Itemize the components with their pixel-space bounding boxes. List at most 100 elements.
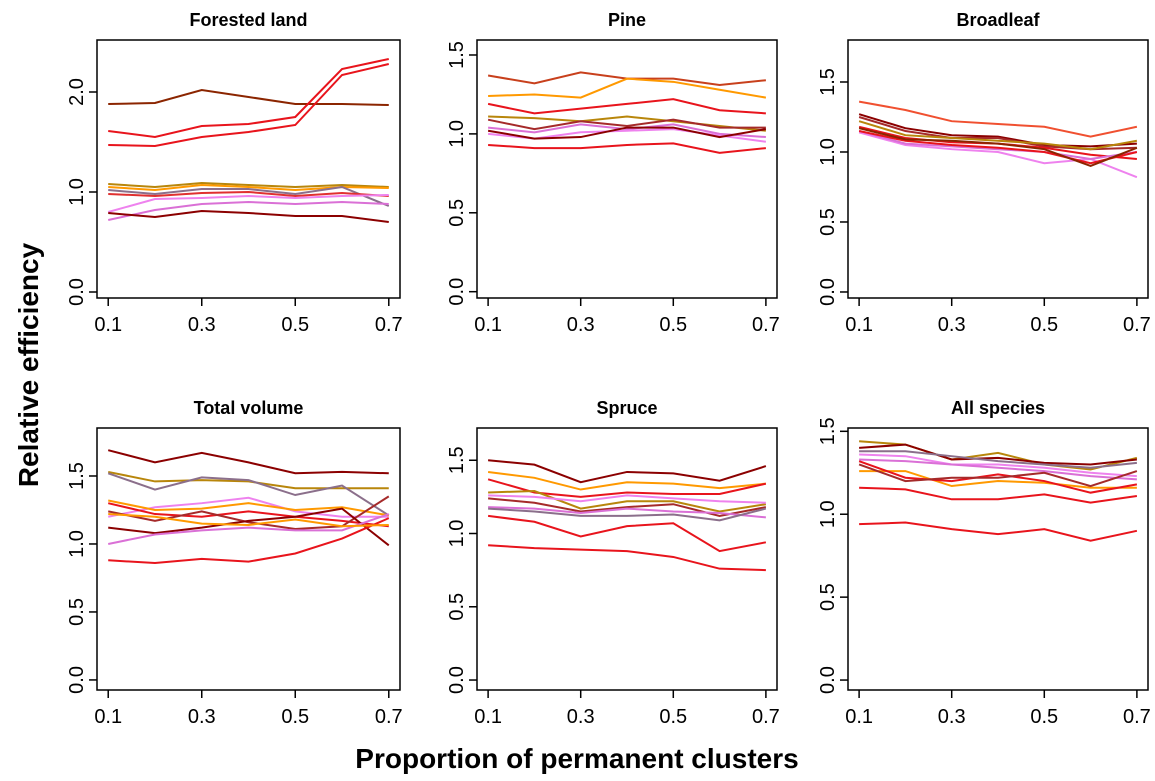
series-line xyxy=(859,453,1137,478)
series-line xyxy=(107,449,389,475)
series-line xyxy=(107,472,390,517)
plot-area xyxy=(858,440,1138,542)
plot-frame xyxy=(476,427,778,691)
panel: Pine 0.1 0.3 0.5 0.7 0.0 0.5 1.0 1.5 xyxy=(446,10,780,336)
y-tick-label: 1.0 xyxy=(446,120,468,148)
series-line xyxy=(859,450,1137,469)
series-line xyxy=(487,470,766,491)
y-axis-label: Relative efficiency xyxy=(13,242,44,487)
x-tick-label: 0.5 xyxy=(281,706,309,728)
y-tick-label: 1.5 xyxy=(66,462,88,490)
plot-frame xyxy=(96,427,401,691)
series-line xyxy=(858,130,1138,165)
panel-title: Broadleaf xyxy=(956,10,1040,30)
series-line xyxy=(488,544,766,572)
panel-title: Spruce xyxy=(596,398,657,418)
y-tick-label: 0.5 xyxy=(446,593,468,621)
plot-frame xyxy=(847,39,1149,299)
series-line xyxy=(858,130,1138,161)
series-line xyxy=(859,521,1138,542)
y-tick-label: 1.5 xyxy=(817,417,839,445)
y-tick-label: 0.0 xyxy=(66,278,88,306)
x-tick-label: 0.5 xyxy=(281,314,309,336)
series-line xyxy=(488,506,766,519)
y-tick-label: 0.5 xyxy=(66,598,88,626)
series-line xyxy=(488,494,766,504)
series-line xyxy=(858,463,1138,488)
y-tick-label: 1.0 xyxy=(817,138,839,166)
series-line xyxy=(108,200,389,221)
y-tick-label: 0.0 xyxy=(66,666,88,694)
x-tick-label: 0.1 xyxy=(94,314,122,336)
series-line xyxy=(487,98,766,115)
x-tick-label: 0.5 xyxy=(1030,706,1058,728)
y-tick-label: 0.0 xyxy=(446,666,468,694)
series-line xyxy=(107,502,389,528)
x-tick-label: 0.3 xyxy=(567,314,595,336)
series-line xyxy=(859,470,1137,489)
y-tick-label: 1.5 xyxy=(446,446,468,474)
plot-area xyxy=(107,58,390,223)
series-line xyxy=(487,118,766,131)
y-tick-label: 1.0 xyxy=(446,520,468,548)
y-tick-label: 1.5 xyxy=(446,41,468,69)
series-line xyxy=(108,181,389,189)
x-tick-label: 0.7 xyxy=(1123,314,1151,336)
x-tick-label: 0.3 xyxy=(567,706,595,728)
x-tick-label: 0.7 xyxy=(375,706,403,728)
panel-title: Pine xyxy=(608,10,646,30)
x-tick-label: 0.3 xyxy=(188,314,216,336)
x-tick-label: 0.1 xyxy=(845,314,873,336)
panel: Broadleaf 0.1 0.3 0.5 0.7 0.0 0.5 1.0 1.5 xyxy=(817,10,1151,336)
plot-area xyxy=(487,459,767,572)
y-tick-label: 0.5 xyxy=(817,583,839,611)
series-line xyxy=(488,490,767,513)
series-line xyxy=(488,497,767,517)
y-tick-label: 1.0 xyxy=(817,500,839,528)
panel: All species 0.1 0.3 0.5 0.7 0.0 0.5 1.0 1.5 xyxy=(817,398,1151,728)
plot-frame xyxy=(847,427,1149,691)
series-line xyxy=(108,517,390,565)
series-line xyxy=(859,458,1137,481)
series-line xyxy=(108,88,389,106)
x-tick-label: 0.3 xyxy=(188,706,216,728)
y-tick-label: 0.0 xyxy=(446,278,468,306)
series-line xyxy=(487,478,767,498)
series-line xyxy=(108,185,390,207)
y-tick-label: 0.5 xyxy=(817,208,839,236)
plot-frame xyxy=(96,39,401,299)
series-line xyxy=(859,486,1138,504)
series-line xyxy=(488,77,767,99)
series-line xyxy=(108,470,389,490)
series-line xyxy=(858,113,1137,148)
x-tick-label: 0.7 xyxy=(752,706,780,728)
series-line xyxy=(108,190,389,198)
y-tick-label: 0.0 xyxy=(817,278,839,306)
panel: Forested land 0.1 0.3 0.5 0.7 0.0 1.0 2.0 xyxy=(66,10,403,336)
series-line xyxy=(487,514,767,553)
x-tick-label: 0.7 xyxy=(375,314,403,336)
x-tick-label: 0.3 xyxy=(938,706,966,728)
y-tick-label: 0.5 xyxy=(446,199,468,227)
series-line xyxy=(858,100,1138,138)
series-line xyxy=(108,513,390,545)
x-axis-label: Proportion of permanent clusters xyxy=(355,743,798,774)
series-line xyxy=(108,499,389,517)
series-line xyxy=(108,209,389,223)
y-tick-label: 1.0 xyxy=(66,178,88,206)
panel: Spruce 0.1 0.3 0.5 0.7 0.0 0.5 1.0 1.5 xyxy=(446,398,780,728)
plot-area xyxy=(487,71,767,154)
series-line xyxy=(858,127,1138,168)
panel-title: Forested land xyxy=(189,10,307,30)
panel-title: All species xyxy=(951,398,1045,418)
series-line xyxy=(488,459,767,484)
x-tick-label: 0.5 xyxy=(1030,314,1058,336)
series-line xyxy=(858,460,1138,494)
x-tick-label: 0.3 xyxy=(938,314,966,336)
series-line xyxy=(859,443,1137,466)
series-line xyxy=(858,120,1138,151)
y-tick-label: 2.0 xyxy=(66,78,88,106)
panel-title: Total volume xyxy=(194,398,304,418)
